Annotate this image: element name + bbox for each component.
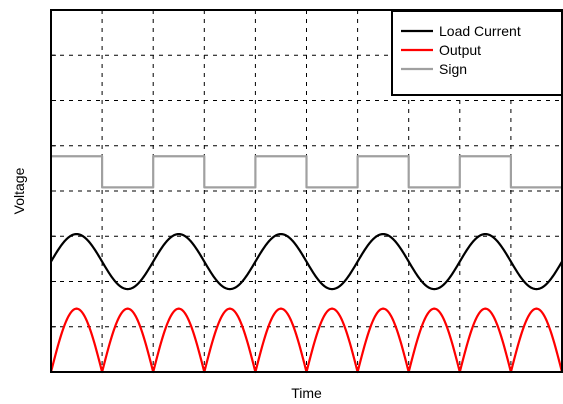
legend-label: Output xyxy=(439,42,481,58)
plot-frame xyxy=(50,9,563,373)
x-axis-label: Time xyxy=(291,385,322,401)
y-axis-label: Voltage xyxy=(11,167,27,214)
legend: Load Current Output Sign xyxy=(391,10,563,96)
legend-box xyxy=(391,10,563,96)
series-line-sign xyxy=(51,155,562,189)
legend-label: Sign xyxy=(439,61,467,77)
series-line-load-current xyxy=(50,232,563,291)
legend-label: Load Current xyxy=(439,23,521,39)
